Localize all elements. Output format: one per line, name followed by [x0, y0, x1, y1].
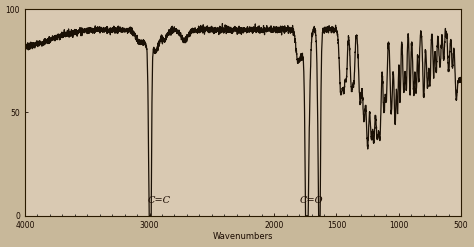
Text: C=C: C=C	[148, 196, 171, 206]
X-axis label: Wavenumbers: Wavenumbers	[213, 232, 273, 242]
Text: C=O: C=O	[300, 196, 323, 206]
